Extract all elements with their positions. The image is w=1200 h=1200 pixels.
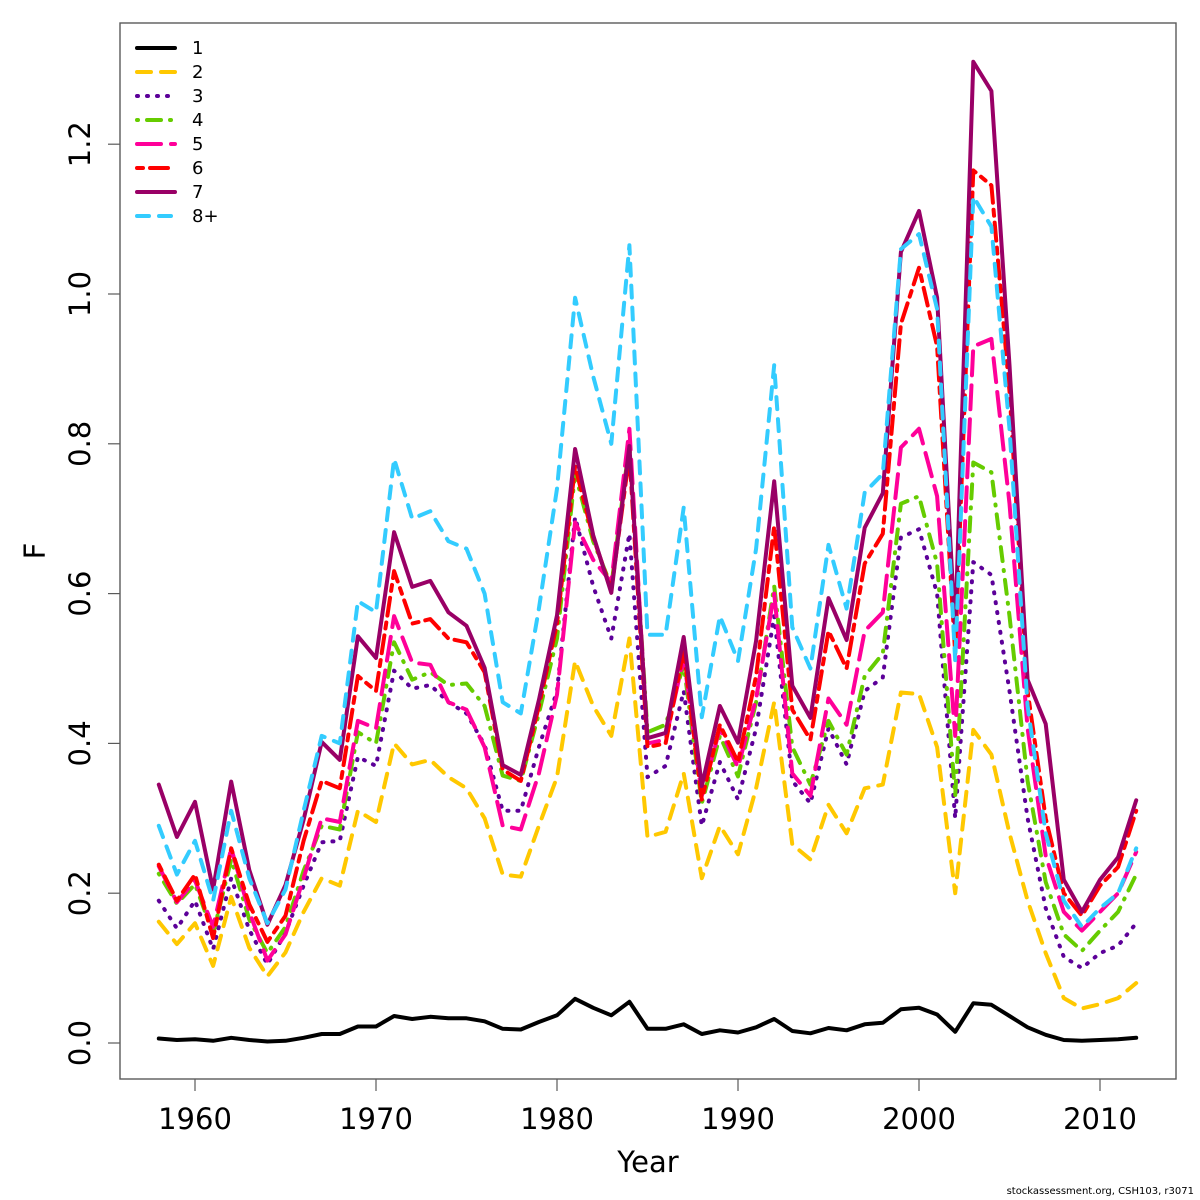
- y-tick-label: 1.2: [63, 121, 97, 167]
- series-line-age-6: [156, 168, 1139, 944]
- series-line-age-3: [156, 515, 1139, 971]
- y-tick-label: 0.2: [63, 870, 97, 916]
- credit-footer: stockassessment.org, CSH103, r3071: [1006, 1186, 1194, 1197]
- legend-label: 1: [192, 38, 203, 59]
- plot-frame: [119, 22, 1177, 1080]
- x-tick-label: 1970: [339, 1102, 413, 1136]
- series-line-age-8plus: [156, 194, 1139, 929]
- legend-label: 3: [192, 86, 203, 107]
- legend-label: 7: [192, 182, 203, 203]
- y-tick-label: 0.6: [63, 571, 97, 617]
- legend-label: 2: [192, 62, 203, 83]
- y-axis: 0.0 0.2 0.4 0.6 0.8 1.0 1.2: [63, 121, 120, 1066]
- x-tick-label: 2010: [1063, 1102, 1137, 1136]
- legend-label: 5: [192, 134, 203, 155]
- y-axis-title: F: [18, 543, 52, 560]
- x-tick-label: 1960: [158, 1102, 232, 1136]
- legend: 1 2 3 4 5 6 7 8+: [135, 38, 219, 227]
- series-line-age-1: [156, 996, 1139, 1044]
- series-line-age-7: [156, 59, 1139, 927]
- legend-label: 8+: [192, 206, 219, 227]
- y-tick-label: 1.0: [63, 271, 97, 317]
- y-tick-label: 0.0: [63, 1020, 97, 1066]
- y-tick-label: 0.8: [63, 421, 97, 467]
- x-axis: 1960 1970 1980 1990 2000 2010: [158, 1079, 1137, 1136]
- legend-label: 6: [192, 158, 203, 179]
- x-axis-title: Year: [616, 1145, 678, 1179]
- x-tick-label: 1990: [701, 1102, 775, 1136]
- series-line-age-4: [156, 441, 1139, 956]
- x-tick-label: 1980: [520, 1102, 594, 1136]
- series-layer: [156, 59, 1139, 1044]
- series-line-age-2: [156, 636, 1139, 1011]
- legend-label: 4: [192, 110, 203, 131]
- series-line-age-5: [156, 336, 1139, 963]
- y-tick-label: 0.4: [63, 720, 97, 766]
- x-tick-label: 2000: [882, 1102, 956, 1136]
